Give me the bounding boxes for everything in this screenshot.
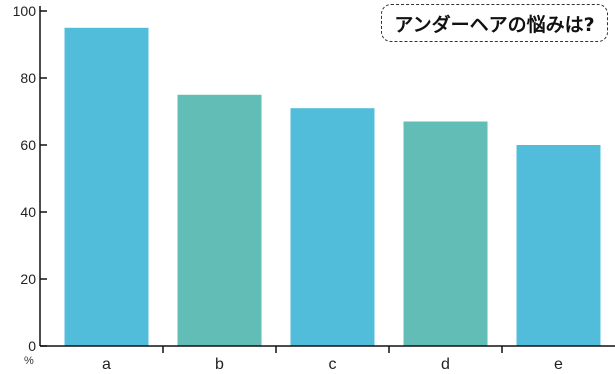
y-tick-label-80: 80 (20, 70, 36, 86)
bars-group (64, 27, 601, 347)
x-tick-label-c: c (329, 356, 337, 373)
chart-title: アンダーヘアの悩みは? (381, 4, 608, 42)
bar-b (177, 94, 262, 347)
y-tick-label-40: 40 (20, 204, 36, 220)
bar-a (64, 27, 149, 347)
y-tick-label-0: 0 (28, 338, 36, 354)
y-axis-unit-label: % (24, 355, 34, 367)
x-tick-label-b: b (215, 356, 224, 373)
bar-d (403, 121, 488, 346)
x-tick-label-e: e (554, 356, 563, 373)
bar-c (290, 108, 375, 346)
y-tick-label-60: 60 (20, 137, 36, 153)
x-tick-label-a: a (102, 356, 111, 373)
x-tick-label-d: d (441, 356, 450, 373)
y-tick-label-100: 100 (13, 3, 37, 19)
axes-group: a b c d e 0 20 40 60 80 100 (13, 3, 615, 373)
bar-e (516, 145, 601, 346)
y-tick-label-20: 20 (20, 271, 36, 287)
